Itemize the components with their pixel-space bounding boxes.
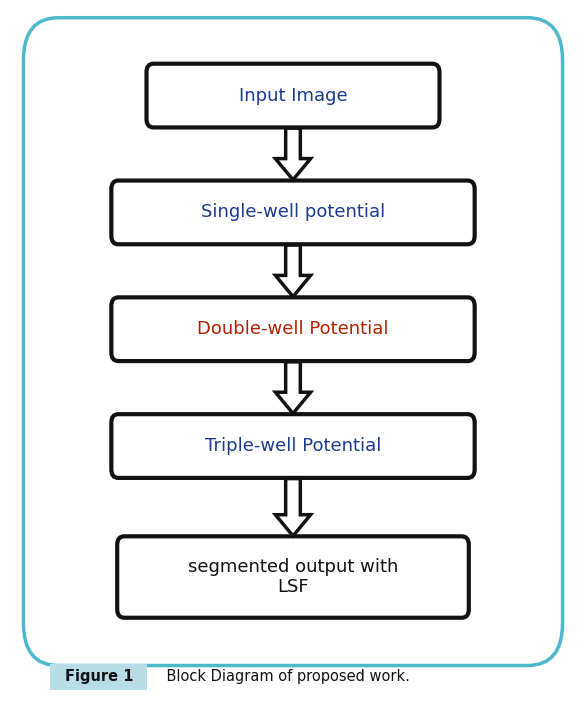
FancyBboxPatch shape xyxy=(117,537,469,617)
FancyBboxPatch shape xyxy=(146,64,440,127)
Text: Figure 1: Figure 1 xyxy=(66,669,134,685)
Text: Double-well Potential: Double-well Potential xyxy=(197,320,389,338)
Text: Input Image: Input Image xyxy=(239,86,347,105)
FancyBboxPatch shape xyxy=(23,18,563,666)
Text: Single-well potential: Single-well potential xyxy=(201,203,385,222)
FancyBboxPatch shape xyxy=(50,664,146,690)
Text: segmented output with
LSF: segmented output with LSF xyxy=(188,558,398,596)
FancyBboxPatch shape xyxy=(111,414,475,478)
FancyBboxPatch shape xyxy=(111,297,475,361)
Text: Block Diagram of proposed work.: Block Diagram of proposed work. xyxy=(148,669,410,685)
FancyBboxPatch shape xyxy=(111,181,475,244)
Text: Triple-well Potential: Triple-well Potential xyxy=(205,437,381,455)
